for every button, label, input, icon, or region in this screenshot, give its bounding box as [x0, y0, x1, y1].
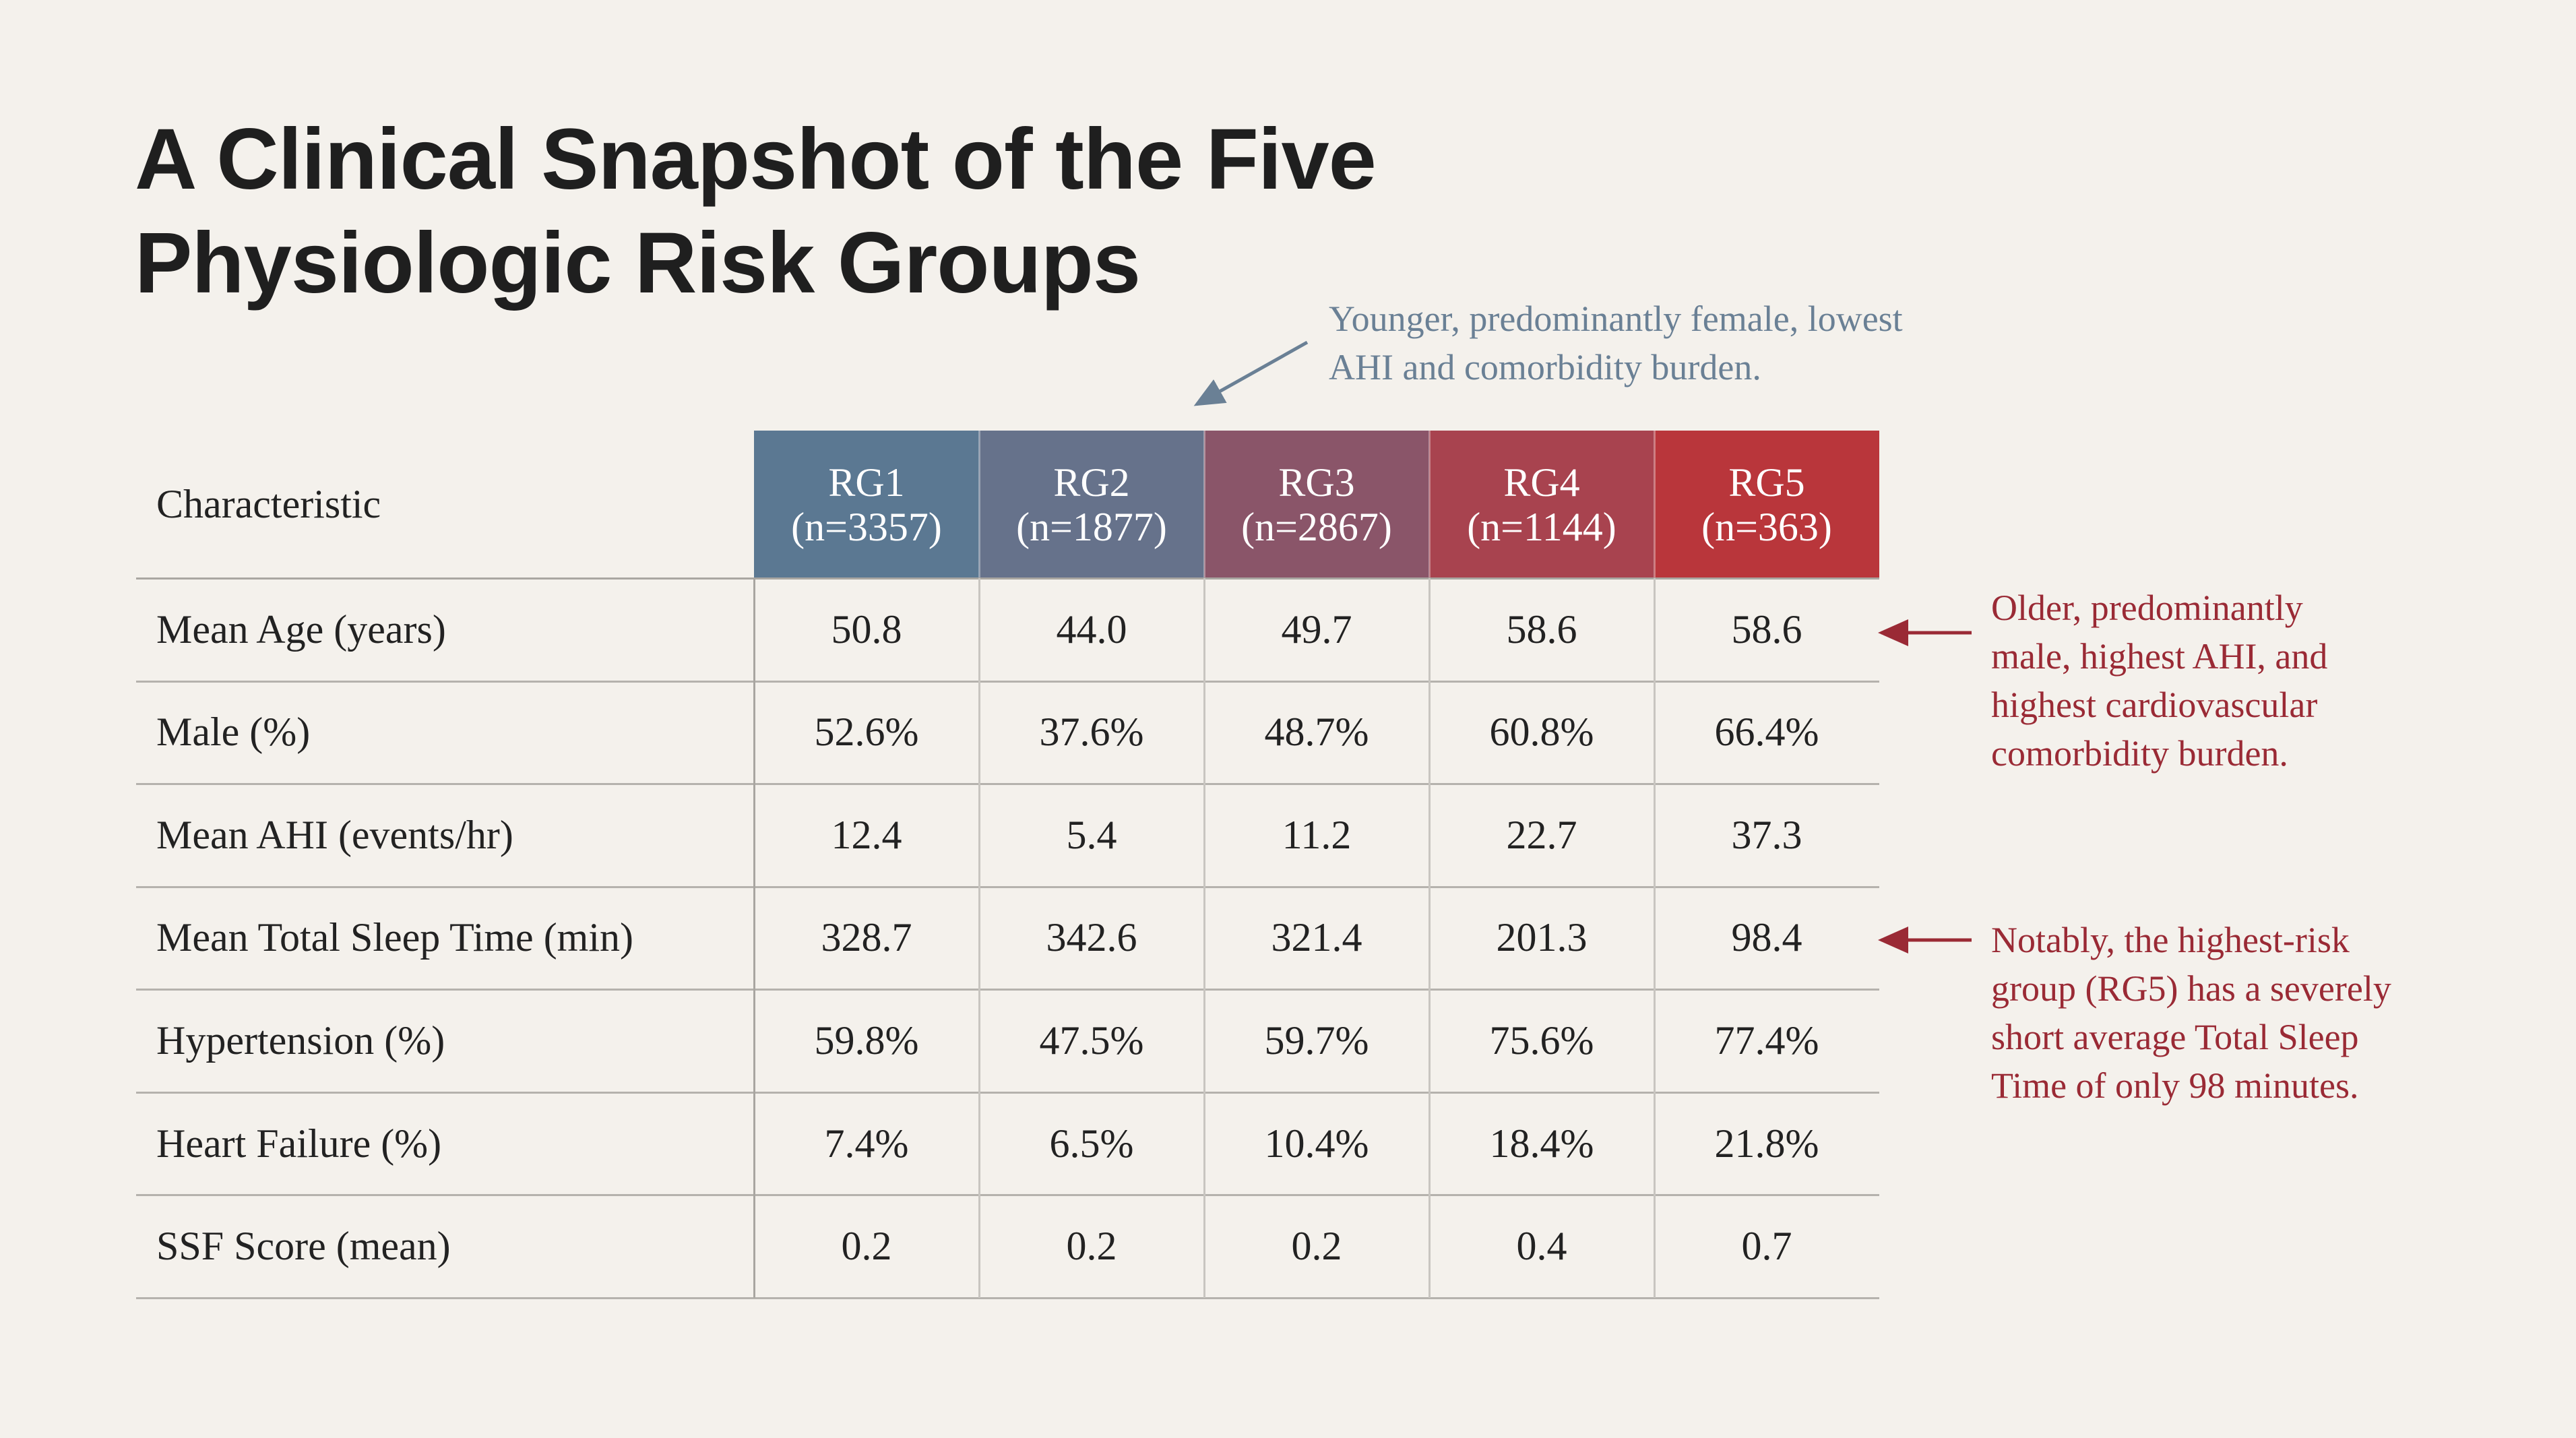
- annotation: Notably, the highest-risk group (RG5) has…: [1991, 916, 2391, 1110]
- cell-value: 342.6: [1046, 915, 1137, 960]
- rule: [136, 989, 1879, 991]
- annotation-line: Older, predominantly: [1991, 588, 2303, 628]
- header-cell: RG5 (n=363): [1654, 431, 1879, 578]
- cell-value: 321.4: [1271, 915, 1362, 960]
- title-line: Physiologic Risk Groups: [135, 215, 1141, 311]
- cell-value: 0.2: [1066, 1224, 1117, 1269]
- group-n: (n=1144): [1467, 504, 1616, 549]
- cell-value: 0.2: [841, 1224, 892, 1269]
- cell-value: 21.8%: [1714, 1121, 1819, 1166]
- group-name: RG1: [828, 460, 905, 505]
- cell-value: 12.4: [831, 812, 902, 857]
- group-n: (n=1877): [1016, 504, 1167, 549]
- divider: [1203, 431, 1205, 578]
- row-label: Mean Age (years): [156, 606, 446, 652]
- row-label: Mean AHI (events/hr): [156, 812, 513, 857]
- annotation: Older, predominantly male, highest AHI, a…: [1991, 584, 2327, 778]
- cell-value: 37.3: [1731, 812, 1802, 857]
- group-name: RG5: [1728, 460, 1805, 505]
- cell-value: 77.4%: [1714, 1018, 1819, 1063]
- cell-value: 6.5%: [1049, 1121, 1134, 1166]
- header-cell: Characteristic: [156, 482, 381, 526]
- cell-value: 0.7: [1741, 1224, 1792, 1269]
- row-label: Male (%): [156, 710, 311, 755]
- row-label: Heart Failure (%): [156, 1121, 442, 1166]
- divider: [1203, 578, 1205, 1298]
- annotation-line: short average Total Sleep: [1991, 1017, 2359, 1057]
- row-label: SSF Score (mean): [156, 1224, 451, 1269]
- cell-value: 48.7%: [1264, 710, 1369, 755]
- group-name: RG3: [1278, 460, 1355, 505]
- rule: [136, 680, 1879, 683]
- title-line: A Clinical Snapshot of the Five: [135, 111, 1377, 208]
- row-label: Hypertension (%): [156, 1018, 445, 1063]
- cell-value: 22.7: [1506, 812, 1577, 857]
- header-cell: RG3 (n=2867): [1204, 431, 1429, 578]
- annotation: Younger, predominantly female, lowest AHI…: [1329, 294, 1903, 392]
- group-n: (n=363): [1701, 504, 1832, 549]
- rule: [136, 577, 1879, 580]
- cell-value: 47.5%: [1039, 1018, 1144, 1063]
- cell-value: 59.7%: [1264, 1018, 1369, 1063]
- cell-value: 75.6%: [1489, 1018, 1594, 1063]
- cell-value: 52.6%: [814, 710, 919, 755]
- group-n: (n=2867): [1241, 504, 1392, 549]
- cell-value: 58.6: [1506, 606, 1577, 652]
- divider: [1654, 578, 1656, 1298]
- header-cell: RG4 (n=1144): [1429, 431, 1654, 578]
- cell-value: 98.4: [1731, 915, 1802, 960]
- annotation-line: Time of only 98 minutes.: [1991, 1065, 2359, 1106]
- cell-value: 58.6: [1731, 606, 1802, 652]
- annotation-line: Younger, predominantly female, lowest: [1329, 299, 1903, 339]
- cell-value: 44.0: [1056, 606, 1127, 652]
- cell-value: 201.3: [1496, 915, 1588, 960]
- header-cell: RG2 (n=1877): [979, 431, 1204, 578]
- cell-value: 37.6%: [1039, 710, 1144, 755]
- cell-value: 60.8%: [1489, 710, 1594, 755]
- annotation-line: comorbidity burden.: [1991, 733, 2288, 774]
- divider: [1428, 578, 1431, 1298]
- cell-value: 18.4%: [1489, 1121, 1594, 1166]
- cell-value: 66.4%: [1714, 710, 1819, 755]
- group-name: RG4: [1503, 460, 1580, 505]
- divider: [978, 431, 980, 578]
- group-n: (n=3357): [791, 504, 942, 549]
- divider: [1428, 431, 1431, 578]
- rule: [136, 1194, 1879, 1197]
- cell-value: 5.4: [1066, 812, 1117, 857]
- cell-value: 0.2: [1291, 1224, 1342, 1269]
- cell-value: 11.2: [1282, 812, 1352, 857]
- rule: [136, 1091, 1879, 1094]
- cell-value: 10.4%: [1264, 1121, 1369, 1166]
- cell-value: 49.7: [1281, 606, 1352, 652]
- divider: [1654, 431, 1656, 578]
- rule: [136, 783, 1879, 786]
- row-label: Mean Total Sleep Time (min): [156, 915, 633, 960]
- cell-value: 50.8: [831, 606, 902, 652]
- annotation-line: Notably, the highest-risk: [1991, 920, 2350, 960]
- group-name: RG2: [1053, 460, 1130, 505]
- cell-value: 328.7: [821, 915, 912, 960]
- annotation-line: highest cardiovascular: [1991, 685, 2318, 725]
- divider: [978, 578, 980, 1298]
- rule: [136, 1297, 1879, 1299]
- cell-value: 0.4: [1516, 1224, 1567, 1269]
- annotation-line: male, highest AHI, and: [1991, 636, 2328, 677]
- divider: [753, 578, 755, 1298]
- cell-value: 7.4%: [824, 1121, 909, 1166]
- cell-value: 59.8%: [814, 1018, 919, 1063]
- arrow: [1193, 340, 1309, 406]
- annotation-line: AHI and comorbidity burden.: [1329, 347, 1761, 387]
- header-cell: RG1 (n=3357): [754, 431, 979, 578]
- annotation-line: group (RG5) has a severely: [1991, 968, 2391, 1009]
- rule: [136, 885, 1879, 888]
